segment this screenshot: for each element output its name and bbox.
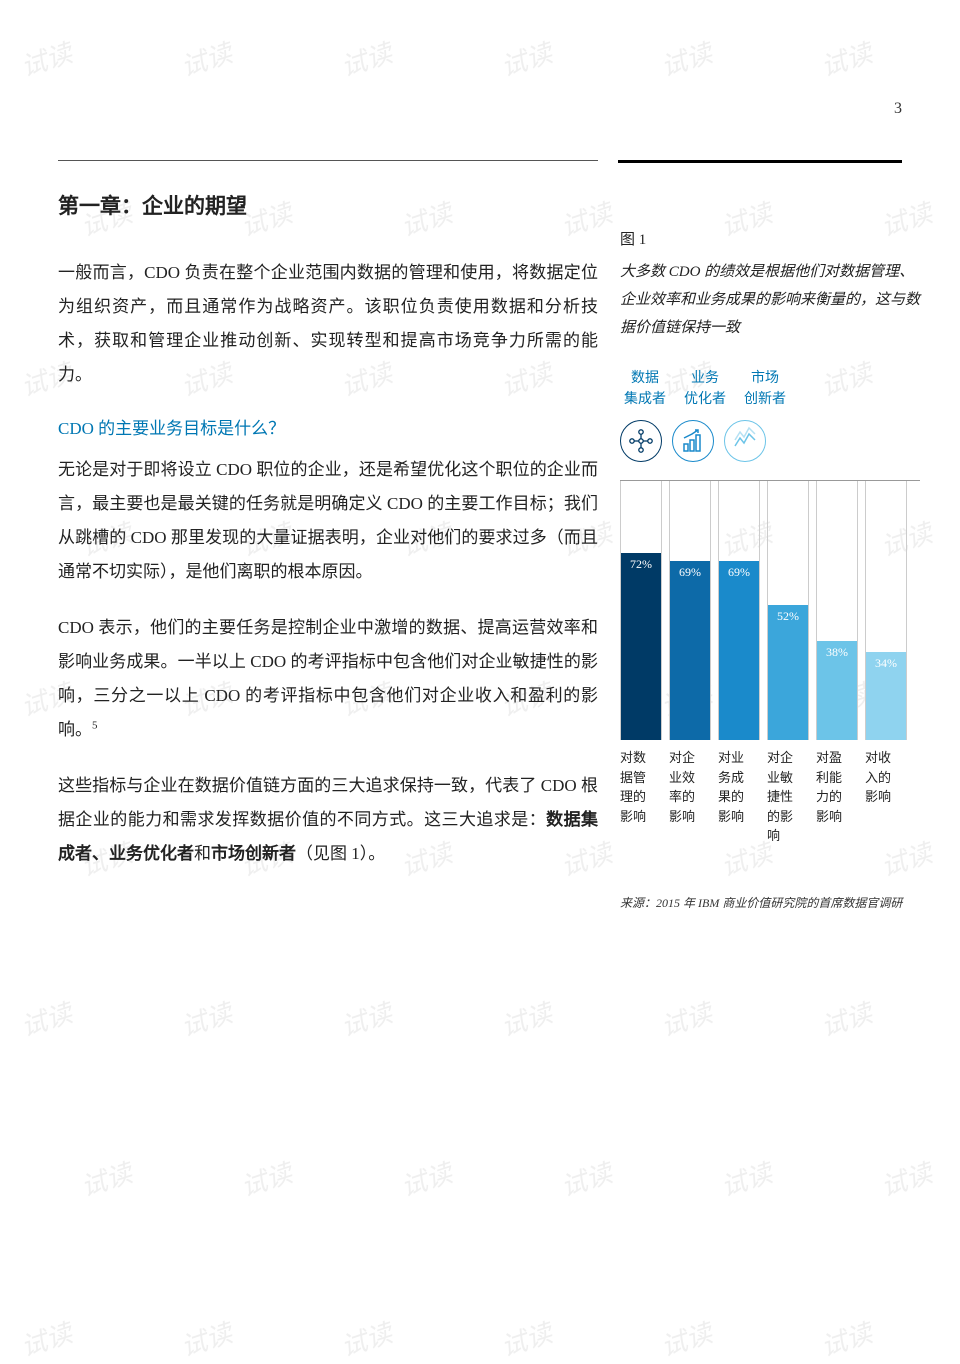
bar: 52% (768, 605, 808, 740)
spark-icon (724, 420, 766, 462)
subheading: CDO 的主要业务目标是什么？ (58, 414, 598, 439)
figure-column: 图 1 大多数 CDO 的绩效是根据他们对数据管理、企业效率和业务成果的影响来衡… (620, 228, 920, 911)
page-number: 3 (894, 100, 902, 118)
watermark-text: 试读 (336, 993, 397, 1044)
figure-source: 来源：2015 年 IBM 商业价值研究院的首席数据官调研 (620, 894, 920, 911)
bar-value-label: 69% (670, 565, 710, 580)
bar: 69% (719, 561, 759, 740)
watermark-text: 试读 (236, 1153, 297, 1204)
bar-value-label: 69% (719, 565, 759, 580)
paragraph-4a: 这些指标与企业在数据价值链方面的三大追求保持一致，代表了 CDO 根据企业的能力… (58, 776, 598, 829)
watermark-text: 试读 (176, 993, 237, 1044)
paragraph-3: CDO 表示，他们的主要任务是控制企业中激增的数据、提高运营效率和影响业务成果。… (58, 611, 598, 747)
bar-wrap: 69% (718, 481, 760, 740)
watermark-text: 试读 (76, 1153, 137, 1204)
paragraph-4: 这些指标与企业在数据价值链方面的三大追求保持一致，代表了 CDO 根据企业的能力… (58, 769, 598, 871)
watermark-text: 试读 (16, 993, 77, 1044)
bar-wrap: 69% (669, 481, 711, 740)
paragraph-1: 一般而言，CDO 负责在整个企业范围内数据的管理和使用，将数据定位为组织资产，而… (58, 256, 598, 392)
watermark-text: 试读 (556, 1153, 617, 1204)
rule-thick (618, 160, 902, 163)
watermark-text: 试读 (656, 993, 717, 1044)
bar: 69% (670, 561, 710, 740)
paragraph-4c: 和 (194, 844, 211, 863)
paragraph-3-text: CDO 表示，他们的主要任务是控制企业中激增的数据、提高运营效率和影响业务成果。… (58, 618, 598, 739)
chart-icon-row (620, 420, 920, 462)
bar-chart-xaxis: 对数据管理的影响对企业效率的影响对业务成果的影响对企业敏捷性的影响对盈利能力的影… (620, 748, 920, 846)
bar-value-label: 52% (768, 609, 808, 624)
header-rule (58, 160, 902, 163)
figure-label: 图 1 (620, 228, 920, 249)
chart-group-header: 市场创新者 (740, 368, 790, 410)
network-icon (620, 420, 662, 462)
bar-wrap: 34% (865, 481, 907, 740)
bar: 38% (817, 641, 857, 740)
main-column: 第一章：企业的期望 一般而言，CDO 负责在整个企业范围内数据的管理和使用，将数… (58, 190, 598, 893)
bar-value-label: 34% (866, 656, 906, 671)
chart-group-header: 数据集成者 (620, 368, 670, 410)
bar-x-label: 对数据管理的影响 (620, 748, 662, 846)
growth-icon (672, 420, 714, 462)
paragraph-2: 无论是对于即将设立 CDO 职位的企业，还是希望优化这个职位的企业而言，最主要也… (58, 453, 598, 589)
watermark-text: 试读 (656, 1313, 717, 1364)
watermark-text: 试读 (716, 1153, 777, 1204)
bar: 34% (866, 652, 906, 740)
watermark-text: 试读 (816, 993, 877, 1044)
watermark-text: 试读 (816, 1313, 877, 1364)
paragraph-4-bold2: 市场创新者 (211, 844, 296, 863)
chapter-title: 第一章：企业的期望 (58, 190, 598, 220)
chart-group-headers: 数据集成者业务优化者市场创新者 (620, 368, 920, 410)
figure-caption: 大多数 CDO 的绩效是根据他们对数据管理、企业效率和业务成果的影响来衡量的，这… (620, 259, 920, 342)
paragraph-4e: （见图 1）。 (296, 844, 385, 863)
bar-x-label: 对企业敏捷性的影响 (767, 748, 809, 846)
bar: 72% (621, 553, 661, 740)
bar-x-label: 对企业效率的影响 (669, 748, 711, 846)
bar-value-label: 72% (621, 557, 661, 572)
watermark-text: 试读 (176, 1313, 237, 1364)
watermark-text: 试读 (336, 1313, 397, 1364)
bar-x-label: 对业务成果的影响 (718, 748, 760, 846)
bar-chart: 72% 69% 69% 52% 38% 34% (620, 480, 920, 740)
bar-wrap: 52% (767, 481, 809, 740)
bar-x-label: 对盈利能力的影响 (816, 748, 858, 846)
watermark-text: 试读 (496, 993, 557, 1044)
watermark-text: 试读 (496, 1313, 557, 1364)
page: 3 第一章：企业的期望 一般而言，CDO 负责在整个企业范围内数据的管理和使用，… (0, 0, 960, 100)
chart-group-header: 业务优化者 (680, 368, 730, 410)
bar-value-label: 38% (817, 645, 857, 660)
bar-wrap: 38% (816, 481, 858, 740)
watermark-text: 试读 (16, 1313, 77, 1364)
watermark-text: 试读 (876, 1153, 937, 1204)
footnote-ref: 5 (92, 719, 98, 731)
bar-x-label: 对收入的影响 (865, 748, 907, 846)
bar-wrap: 72% (620, 481, 662, 740)
rule-thin (58, 160, 598, 161)
watermark-text: 试读 (396, 1153, 457, 1204)
